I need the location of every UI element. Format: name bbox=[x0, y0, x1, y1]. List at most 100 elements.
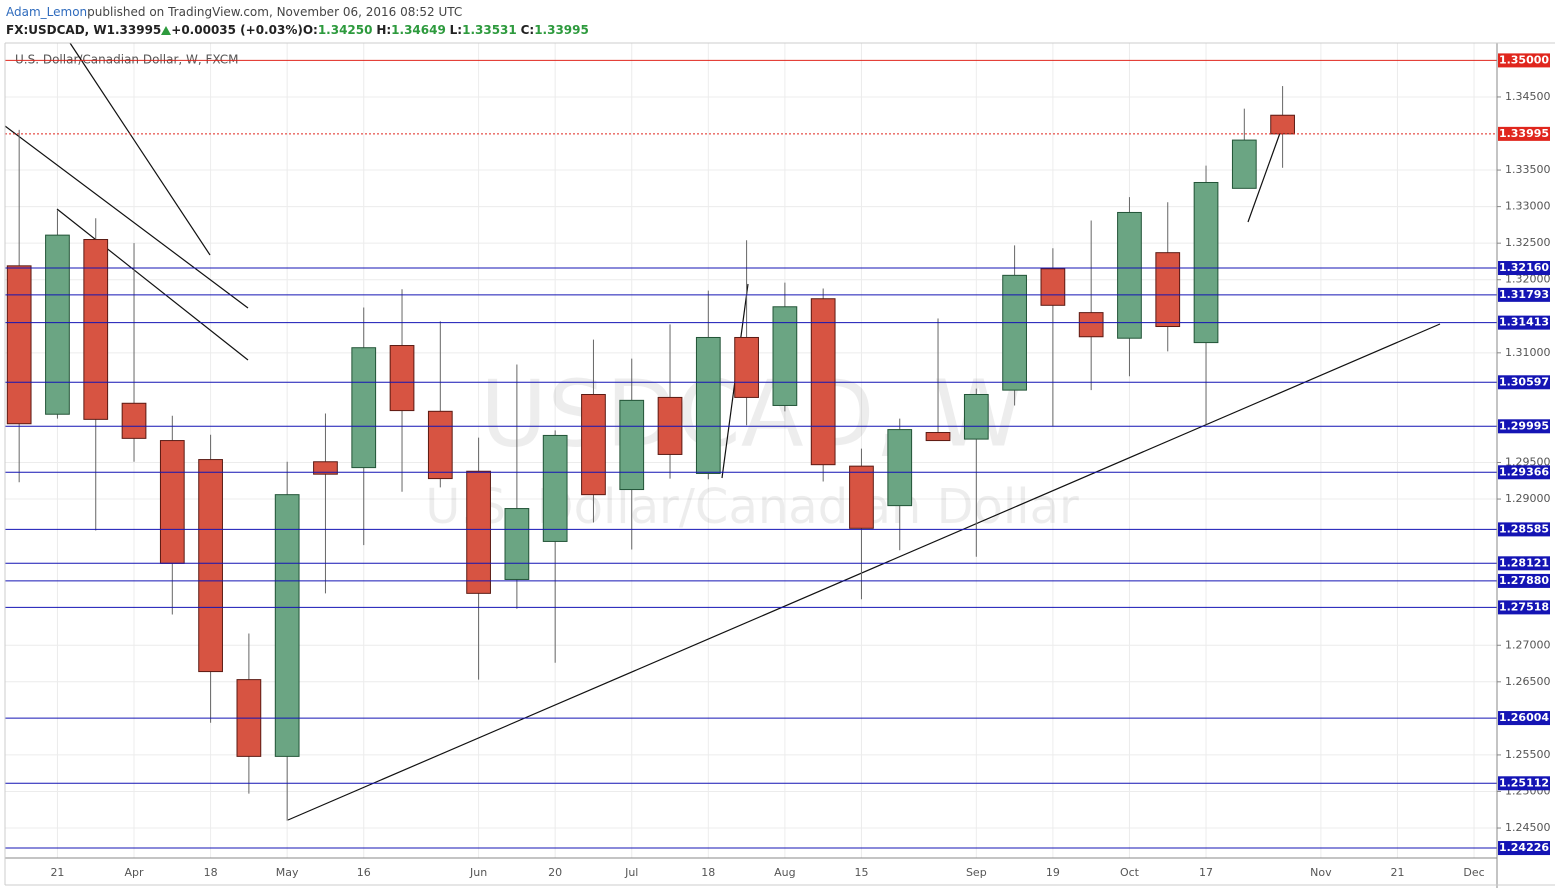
level-label: 1.26004 bbox=[1499, 711, 1549, 724]
header: Adam_Lemon published on TradingView.com,… bbox=[6, 3, 593, 39]
candle-body bbox=[1078, 312, 1104, 338]
symbol-line: FX:USDCAD, W 1.33995 +0.00035 (+0.03%) O… bbox=[6, 21, 593, 39]
level-label-box bbox=[1498, 315, 1550, 330]
up-arrow bbox=[161, 25, 172, 35]
candle-body bbox=[313, 461, 338, 475]
publish-line: Adam_Lemon published on TradingView.com,… bbox=[6, 3, 593, 21]
candle-body bbox=[772, 306, 798, 406]
level-label-box bbox=[1498, 126, 1550, 141]
level-label: 1.33995 bbox=[1499, 127, 1549, 140]
x-tick-label: Jun bbox=[469, 866, 487, 879]
candle-body bbox=[466, 470, 491, 594]
level-label-box bbox=[1498, 419, 1550, 434]
x-tick-label: Aug bbox=[774, 866, 795, 879]
candle-body bbox=[810, 298, 836, 466]
published: published on TradingView.com, November 0… bbox=[87, 5, 463, 19]
x-tick-label: Dec bbox=[1463, 866, 1484, 879]
candle-body bbox=[6, 265, 32, 425]
trend-line bbox=[4, 125, 249, 309]
ohlc-value: 1.33995 bbox=[534, 23, 589, 37]
candle-body bbox=[1155, 252, 1181, 328]
ohlc: O:1.34250 H:1.34649 L:1.33531 C:1.33995 bbox=[303, 21, 593, 39]
trend-line bbox=[56, 208, 249, 361]
level-label-box bbox=[1498, 556, 1550, 571]
y-tick-label: 1.24500 bbox=[1505, 821, 1551, 834]
ohlc-value: 1.34250 bbox=[317, 23, 373, 37]
candle-body bbox=[734, 336, 759, 398]
level-label: 1.28121 bbox=[1499, 556, 1549, 569]
ohlc-label: O: bbox=[302, 23, 318, 37]
legend: U.S. Dollar/Canadian Dollar, W, FXCM bbox=[15, 53, 238, 67]
x-tick-label: Nov bbox=[1310, 866, 1332, 879]
x-tick-label: 20 bbox=[548, 866, 562, 879]
candle-body bbox=[1193, 181, 1219, 344]
level-label-box bbox=[1498, 53, 1550, 68]
last-price: 1.33995 bbox=[106, 23, 162, 37]
candle-body bbox=[581, 393, 606, 496]
candle-body bbox=[159, 440, 185, 564]
candle-body bbox=[1040, 268, 1066, 306]
x-tick-label: 15 bbox=[854, 866, 868, 879]
x-tick-label: 19 bbox=[1046, 866, 1060, 879]
candle-body bbox=[542, 434, 568, 542]
y-tick-label: 1.32500 bbox=[1505, 236, 1551, 249]
level-label: 1.27880 bbox=[1499, 574, 1549, 587]
trend-line bbox=[287, 323, 1441, 821]
y-tick-label: 1.26500 bbox=[1505, 675, 1551, 688]
candle-body bbox=[427, 410, 453, 480]
candle-body bbox=[274, 494, 300, 757]
ohlc-label: L: bbox=[449, 23, 463, 37]
candle-body bbox=[351, 347, 377, 469]
candle-body bbox=[887, 429, 913, 507]
level-label: 1.27518 bbox=[1499, 600, 1549, 613]
trend-line bbox=[69, 42, 211, 256]
candle-body bbox=[619, 399, 645, 491]
x-tick-label: Apr bbox=[125, 866, 145, 879]
y-tick-label: 1.31000 bbox=[1505, 346, 1551, 359]
y-tick-label: 1.25500 bbox=[1505, 748, 1551, 761]
level-label: 1.29995 bbox=[1499, 419, 1549, 432]
level-label-box bbox=[1498, 375, 1550, 390]
candle-body bbox=[1270, 114, 1295, 135]
symbol: FX:USDCAD, W bbox=[6, 23, 107, 37]
level-label: 1.31413 bbox=[1499, 316, 1549, 329]
level-label: 1.30597 bbox=[1499, 375, 1549, 388]
candle-body bbox=[504, 508, 530, 580]
candle-body bbox=[695, 336, 721, 474]
candle-body bbox=[849, 465, 874, 529]
level-label-box bbox=[1498, 573, 1550, 588]
candle-body bbox=[121, 402, 147, 439]
y-tick-label: 1.32000 bbox=[1505, 273, 1551, 286]
level-label: 1.24226 bbox=[1499, 841, 1549, 854]
level-label-box bbox=[1498, 841, 1550, 856]
candle-body bbox=[83, 239, 109, 420]
ohlc-label: H: bbox=[376, 23, 392, 37]
x-tick-label: Sep bbox=[966, 866, 987, 879]
level-label: 1.31793 bbox=[1499, 288, 1549, 301]
level-label-box bbox=[1498, 465, 1550, 480]
watermark: U.S. Dollar/Canadian Dollar bbox=[425, 479, 1079, 535]
candle-body bbox=[389, 345, 415, 412]
x-tick-label: 18 bbox=[701, 866, 715, 879]
x-tick-label: 17 bbox=[1199, 866, 1213, 879]
candle-body bbox=[1117, 211, 1142, 339]
x-tick-label: 18 bbox=[204, 866, 218, 879]
x-tick-label: 16 bbox=[357, 866, 371, 879]
y-tick-label: 1.29000 bbox=[1505, 492, 1551, 505]
level-label: 1.28585 bbox=[1499, 522, 1549, 535]
publisher[interactable]: Adam_Lemon bbox=[6, 5, 88, 19]
trend-line bbox=[1247, 132, 1281, 223]
candle-body bbox=[925, 432, 951, 442]
candle-body bbox=[1002, 274, 1027, 391]
level-label-box bbox=[1498, 711, 1550, 726]
x-tick-label: 21 bbox=[50, 866, 64, 879]
level-label-box bbox=[1498, 261, 1550, 276]
x-tick-label: 21 bbox=[1390, 866, 1404, 879]
level-label: 1.29366 bbox=[1499, 465, 1549, 478]
change: +0.00035 (+0.03%) bbox=[171, 23, 303, 37]
x-tick-label: Jul bbox=[624, 866, 638, 879]
level-label-box bbox=[1498, 600, 1550, 615]
level-label: 1.25112 bbox=[1499, 776, 1549, 789]
